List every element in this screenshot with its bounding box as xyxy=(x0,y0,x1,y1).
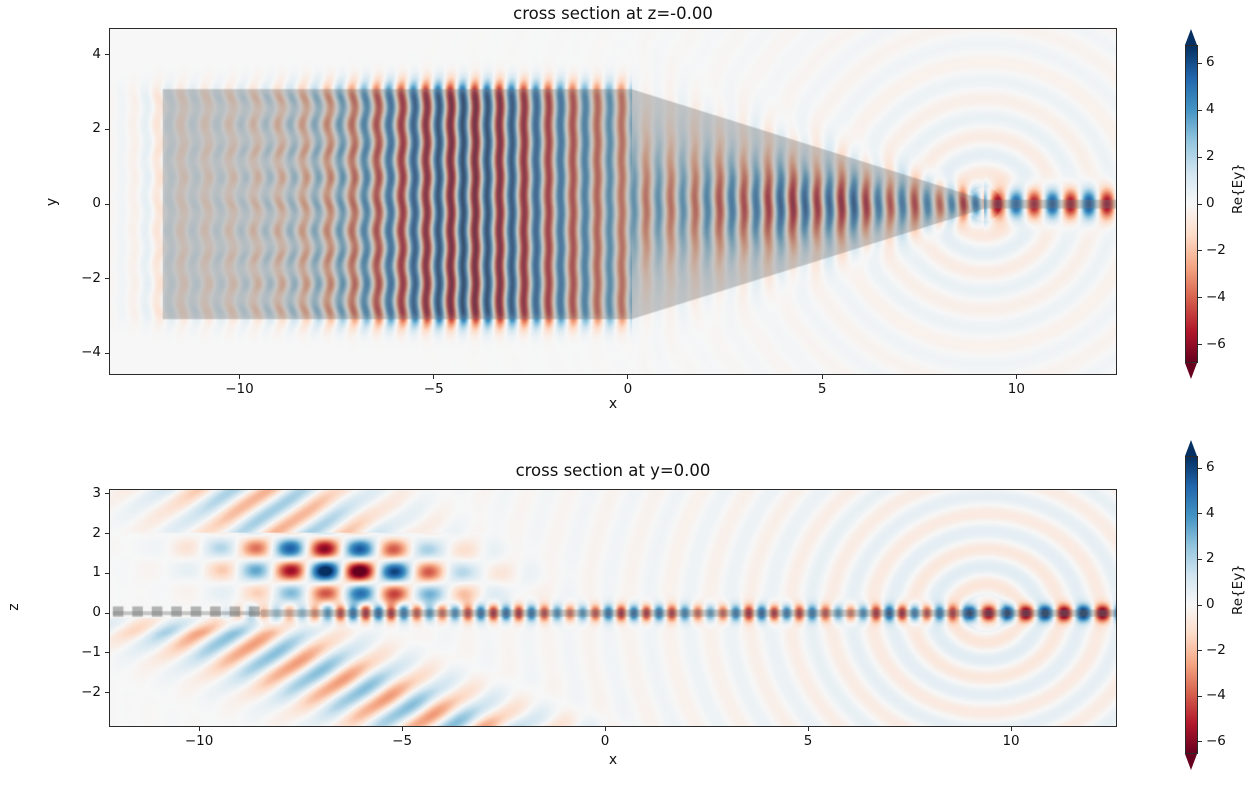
bottom-plot-axes xyxy=(109,489,1117,727)
bottom-colorbar-lower-arrow xyxy=(1185,754,1197,770)
bottom-plot-x-tick-label: 10 xyxy=(1002,733,1020,749)
top-plot-y-tick xyxy=(105,278,109,280)
top-colorbar-tick-label: −4 xyxy=(1206,288,1226,305)
top-xaxis-label: x xyxy=(608,396,618,412)
bottom-colorbar-tick xyxy=(1198,695,1202,697)
top-colorbar-tick xyxy=(1198,62,1202,64)
top-colorbar-tick xyxy=(1198,297,1202,299)
bottom-plot-y-tick xyxy=(105,652,109,654)
bottom-colorbar-tick xyxy=(1198,604,1202,606)
top-plot-y-tick-label: 2 xyxy=(92,120,101,137)
bottom-colorbar-tick-label: 0 xyxy=(1206,596,1215,612)
bottom-field-heatmap xyxy=(110,490,1116,726)
bottom-plot-x-tick xyxy=(198,727,200,731)
top-plot-y-tick-label: 4 xyxy=(92,45,101,62)
top-plot-axes xyxy=(109,28,1117,375)
bottom-colorbar-label: Re{Ey} xyxy=(1230,564,1246,615)
bottom-plot-y-tick xyxy=(105,572,109,574)
bottom-plot-x-tick-label: −5 xyxy=(392,733,413,749)
bottom-colorbar-tick xyxy=(1198,467,1202,469)
top-colorbar-tick xyxy=(1198,344,1202,346)
top-colorbar xyxy=(1185,45,1198,363)
top-plot-x-tick xyxy=(821,375,823,379)
top-colorbar-tick-label: 6 xyxy=(1206,54,1215,71)
top-plot-x-tick-label: 0 xyxy=(623,381,633,397)
bottom-plot-y-tick-label: 2 xyxy=(92,524,101,541)
bottom-plot-x-tick xyxy=(1010,727,1012,731)
bottom-plot-x-tick xyxy=(401,727,403,731)
top-plot-x-tick-label: −5 xyxy=(423,381,444,397)
bottom-plot-x-tick-label: 0 xyxy=(600,733,610,749)
top-colorbar-tick xyxy=(1198,109,1202,111)
bottom-yaxis-label: z xyxy=(6,603,22,611)
top-colorbar-lower-arrow xyxy=(1185,363,1197,379)
top-plot-x-tick xyxy=(1015,375,1017,379)
bottom-colorbar-tick-label: −4 xyxy=(1206,687,1226,704)
top-colorbar-label: Re{Ey} xyxy=(1230,163,1246,214)
bottom-xaxis-label: x xyxy=(608,752,618,768)
bottom-plot-y-tick-label: −2 xyxy=(81,683,101,700)
bottom-colorbar-tick-label: −2 xyxy=(1206,641,1226,658)
bottom-plot-y-tick xyxy=(105,612,109,614)
top-colorbar-tick-label: −2 xyxy=(1206,241,1226,258)
top-field-heatmap xyxy=(110,29,1116,374)
bottom-colorbar-tick xyxy=(1198,741,1202,743)
bottom-plot-y-tick-label: 1 xyxy=(92,564,101,581)
top-plot-y-tick-label: −2 xyxy=(81,269,101,286)
bottom-colorbar-tick-label: 6 xyxy=(1206,459,1215,476)
top-plot-y-tick-label: −4 xyxy=(81,344,101,361)
bottom-plot-y-tick xyxy=(105,692,109,694)
top-plot-y-tick xyxy=(105,54,109,56)
top-plot-x-tick xyxy=(627,375,629,379)
bottom-colorbar xyxy=(1185,456,1198,754)
bottom-plot-y-tick xyxy=(105,533,109,535)
bottom-colorbar-tick-label: 2 xyxy=(1206,550,1215,567)
top-colorbar-tick-label: 0 xyxy=(1206,195,1215,211)
bottom-plot-y-tick-label: −1 xyxy=(81,643,101,660)
top-plot-y-tick-label: 0 xyxy=(92,195,101,212)
bottom-colorbar-tick xyxy=(1198,650,1202,652)
bottom-colorbar-tick xyxy=(1198,558,1202,560)
bottom-colorbar-tick-label: −6 xyxy=(1206,732,1226,749)
top-colorbar-tick xyxy=(1198,156,1202,158)
top-plot-y-tick xyxy=(105,203,109,205)
top-colorbar-tick-label: −6 xyxy=(1206,335,1226,352)
top-plot-y-tick xyxy=(105,352,109,354)
top-plot-x-tick-label: −10 xyxy=(225,381,254,397)
top-colorbar-upper-arrow xyxy=(1185,29,1197,45)
bottom-plot-x-tick-label: 5 xyxy=(803,733,813,749)
top-colorbar-tick-label: 4 xyxy=(1206,101,1215,118)
bottom-plot-y-tick-label: 3 xyxy=(92,484,101,501)
bottom-plot-x-tick xyxy=(807,727,809,731)
top-colorbar-tick-label: 2 xyxy=(1206,148,1215,165)
top-plot-x-tick xyxy=(433,375,435,379)
bottom-colorbar-tick-label: 4 xyxy=(1206,504,1215,521)
top-colorbar-tick xyxy=(1198,250,1202,252)
bottom-plot-y-tick xyxy=(105,493,109,495)
top-plot-title: cross section at z=-0.00 xyxy=(513,4,713,23)
bottom-colorbar-tick xyxy=(1198,513,1202,515)
top-colorbar-tick xyxy=(1198,203,1202,205)
bottom-plot-title: cross section at y=0.00 xyxy=(515,461,711,480)
top-plot-y-tick xyxy=(105,128,109,130)
bottom-plot-y-tick-label: 0 xyxy=(92,604,101,621)
bottom-plot-x-tick-label: −10 xyxy=(184,733,214,749)
top-yaxis-label: y xyxy=(44,197,60,207)
bottom-colorbar-upper-arrow xyxy=(1185,440,1197,456)
top-plot-x-tick xyxy=(239,375,240,379)
top-plot-x-tick-label: 10 xyxy=(1007,381,1025,397)
bottom-plot-x-tick xyxy=(604,727,606,731)
top-plot-x-tick-label: 5 xyxy=(817,381,827,397)
